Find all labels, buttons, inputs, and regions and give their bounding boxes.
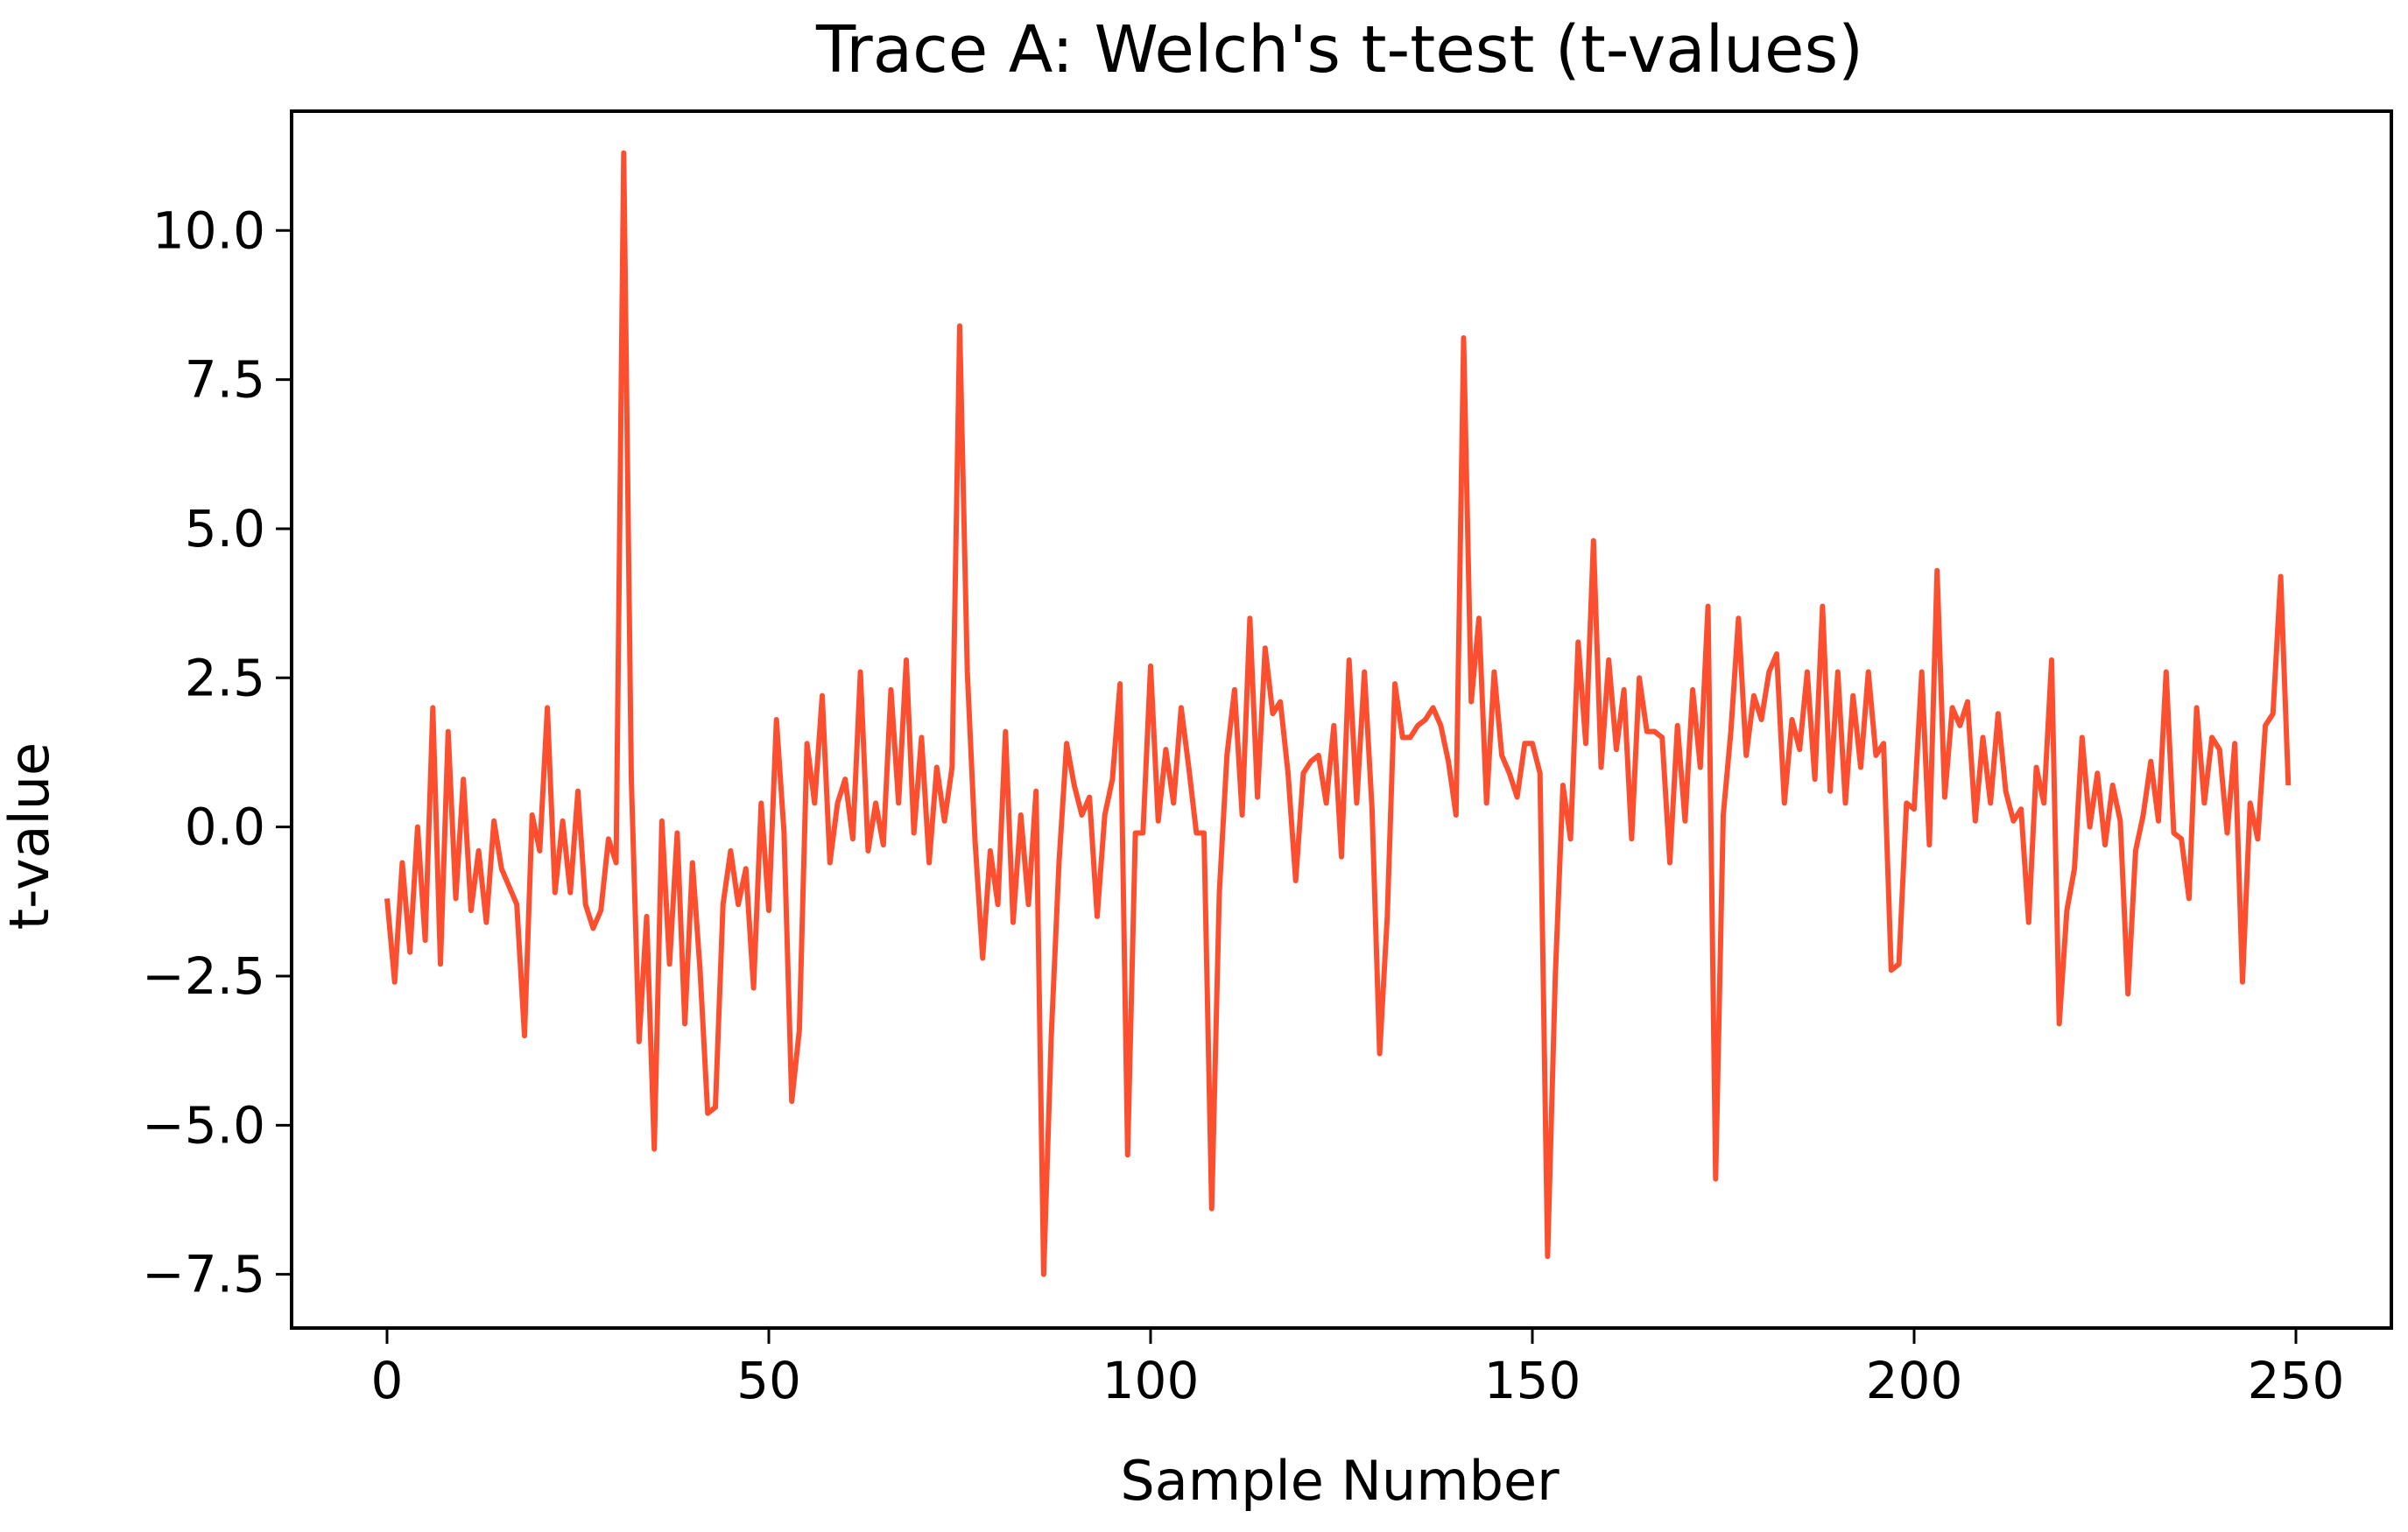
x-tick-label: 200 [1866, 1351, 1963, 1410]
x-tick-label: 250 [2248, 1351, 2345, 1410]
x-axis: 0 50 100 150 200 250 [371, 1328, 2345, 1410]
plot-area [384, 150, 2292, 1277]
y-axis: −7.5 −5.0 −2.5 0.0 2.5 5.0 7.5 10.0 [142, 200, 292, 1304]
y-tick-label: 7.5 [185, 350, 265, 410]
x-tick-label: 150 [1484, 1351, 1581, 1410]
y-tick-label: 5.0 [185, 499, 265, 559]
y-tick-label: −7.5 [142, 1245, 265, 1304]
x-tick-label: 0 [371, 1351, 404, 1410]
plot-frame [290, 109, 2393, 1330]
y-tick-label: −5.0 [142, 1095, 265, 1155]
y-tick-label: 2.5 [185, 648, 265, 707]
chart-title: Trace A: Welch's t-test (t-values) [815, 12, 1863, 88]
x-axis-title: Sample Number [1120, 1449, 1560, 1513]
x-tick-label: 50 [736, 1351, 801, 1410]
y-tick-label: −2.5 [142, 946, 265, 1006]
y-axis-title: t-value [0, 742, 61, 930]
series-line-0 [384, 150, 2292, 1277]
y-tick-label: 0.0 [185, 798, 265, 857]
x-tick-label: 100 [1102, 1351, 1200, 1410]
y-tick-label: 10.0 [152, 200, 265, 260]
